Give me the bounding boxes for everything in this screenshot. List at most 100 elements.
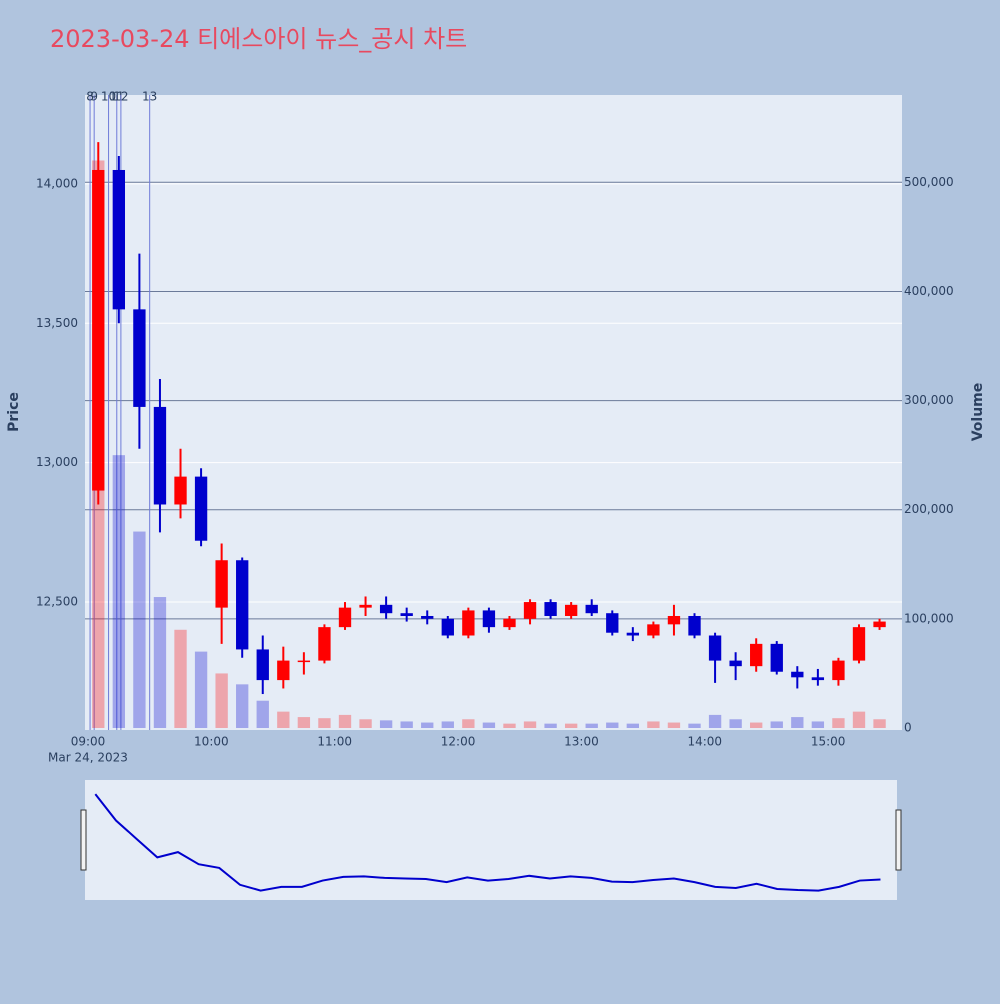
candle-body [297, 660, 311, 663]
candle-body [606, 613, 619, 633]
volume-bar [585, 723, 598, 728]
y2-tick-label: 400,000 [904, 284, 954, 298]
candle-body [667, 615, 681, 625]
slider-line [94, 793, 881, 892]
volume-bar [708, 714, 722, 728]
candle-body [544, 602, 557, 616]
candle-body [421, 615, 434, 619]
y2-tick-label: 500,000 [904, 175, 954, 189]
volume-bar [441, 721, 454, 728]
candle-body [174, 476, 187, 505]
volume-bar [256, 700, 269, 728]
candle-body [462, 610, 475, 636]
x-tick-label: 15:00 [811, 735, 846, 749]
y-tick-label: 14,000 [36, 176, 78, 190]
volume-bar [852, 711, 866, 728]
x-tick-label: 09:00 [71, 735, 106, 749]
candle-body [318, 627, 331, 661]
y2-tick-label: 0 [904, 721, 912, 735]
x-tick-label: 11:00 [317, 735, 352, 749]
volume-bar [277, 711, 290, 728]
volume-bar [667, 722, 681, 728]
candle-body [750, 643, 763, 667]
candle-body [811, 677, 825, 681]
news-label: 12 [113, 90, 128, 104]
volume-bar [811, 721, 825, 728]
volume-bar [482, 722, 496, 728]
candle-body [359, 604, 372, 608]
range-slider[interactable] [85, 780, 897, 900]
volume-bar [729, 719, 742, 728]
x-date-label: Mar 24, 2023 [48, 751, 128, 765]
volume-bar [174, 629, 187, 728]
y-tick-label: 12,500 [36, 595, 78, 609]
y2-tick-label: 200,000 [904, 502, 954, 516]
volume-bar [791, 717, 804, 728]
volume-bar [688, 723, 701, 728]
volume-bar [647, 721, 660, 728]
volume-bar [503, 723, 516, 728]
chart-title: 2023-03-24 티에스아이 뉴스_공시 차트 [50, 25, 467, 53]
volume-bar [832, 718, 845, 728]
candle-body [503, 618, 516, 628]
candle-body [564, 604, 578, 616]
volume-bar [873, 719, 886, 728]
y2-tick-label: 100,000 [904, 611, 954, 625]
candle-body [626, 632, 640, 636]
candle-body [647, 624, 660, 636]
candle-body [92, 169, 105, 491]
x-tick-label: 10:00 [194, 735, 229, 749]
volume-bar [215, 673, 228, 728]
volume-bar [421, 722, 434, 728]
volume-bar [544, 723, 557, 728]
candle-body [379, 604, 393, 614]
candle-body [873, 621, 886, 628]
volume-bar [338, 714, 352, 728]
volume-bar [112, 455, 126, 728]
volume-bar [379, 720, 393, 728]
candle-body [688, 615, 701, 636]
news-label: 13 [142, 90, 157, 104]
candle-body [441, 618, 454, 636]
volume-bar [523, 721, 537, 728]
volume-bar [236, 684, 249, 728]
volume-bar [770, 721, 783, 728]
news-label: 10 [101, 90, 116, 104]
x-tick-label: 13:00 [564, 735, 599, 749]
y-tick-label: 13,000 [36, 455, 78, 469]
candle-body [194, 476, 208, 541]
candle-body [133, 309, 146, 407]
candle-body [400, 613, 413, 616]
volume-bar [564, 723, 578, 728]
volume-bar [750, 722, 763, 728]
volume-bar [297, 717, 311, 728]
y2-tick-label: 300,000 [904, 393, 954, 407]
candle-body [277, 660, 290, 681]
candle-body [256, 649, 269, 681]
slider-handle[interactable] [80, 809, 87, 871]
candle-body [338, 607, 352, 628]
volume-bar [400, 721, 413, 728]
y-axis-title: Price [6, 392, 22, 432]
volume-bar [626, 723, 640, 728]
candle-body [852, 627, 866, 661]
y2-axis-title: Volume [970, 383, 986, 442]
candle-body [585, 604, 598, 614]
candle-body [729, 660, 742, 667]
slider-handle[interactable] [895, 809, 902, 871]
candle-body [112, 169, 126, 310]
candle-body [523, 602, 537, 619]
x-tick-label: 14:00 [687, 735, 722, 749]
candle-body [770, 643, 783, 672]
volume-bar [153, 597, 167, 728]
volume-bar [318, 718, 331, 728]
volume-bar [606, 722, 619, 728]
candle-body [832, 660, 845, 681]
y-tick-label: 13,500 [36, 316, 78, 330]
volume-bar [133, 531, 146, 728]
volume-bar [194, 651, 208, 728]
plot-area [85, 95, 902, 730]
news-label: 9 [90, 90, 98, 104]
candle-body [482, 610, 496, 628]
